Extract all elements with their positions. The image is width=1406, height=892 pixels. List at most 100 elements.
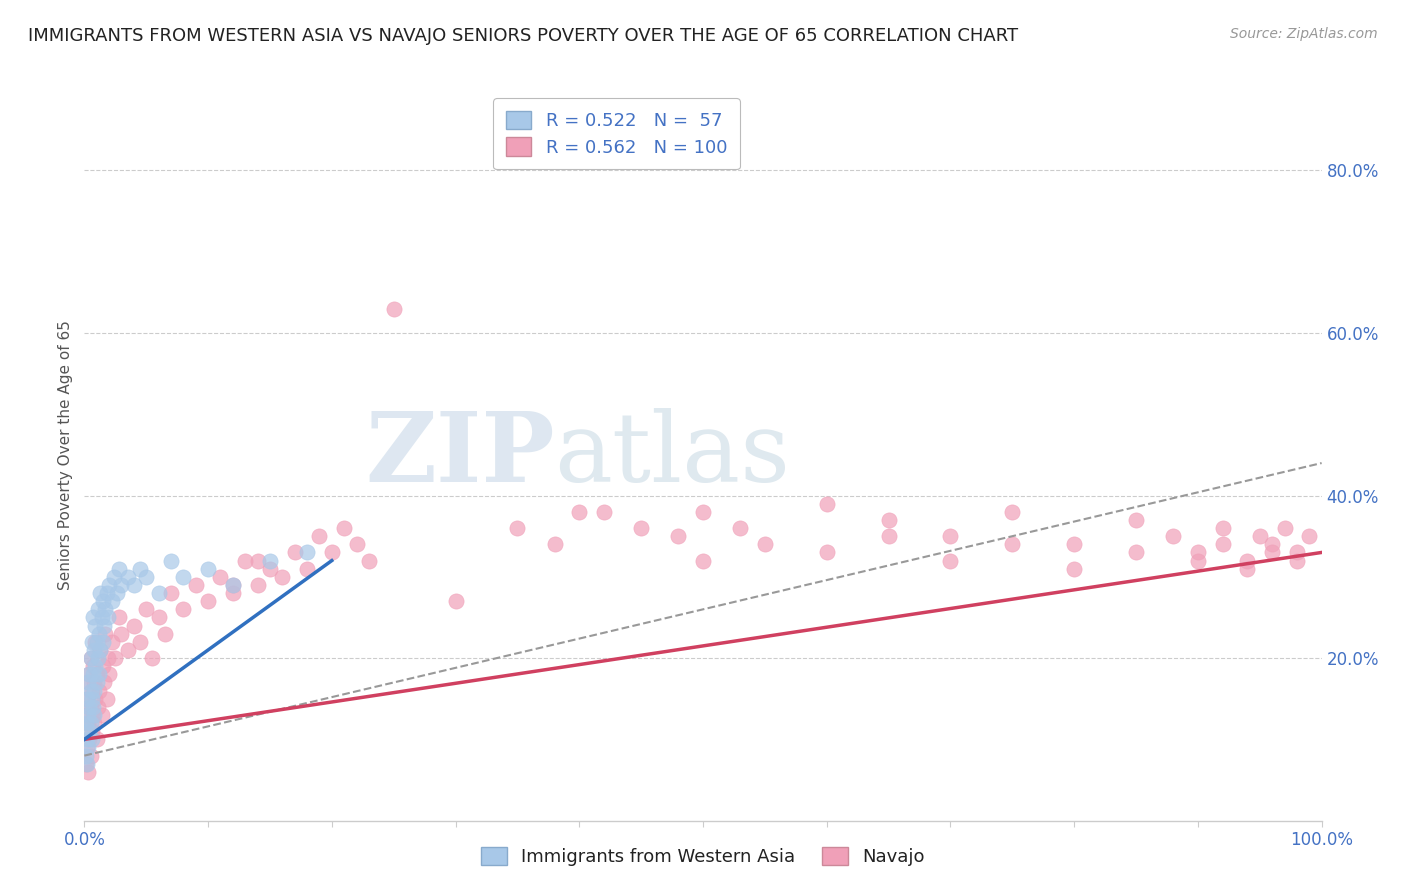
Point [197,562,219,576]
Point [1298,529,1320,543]
Point [76,740,98,755]
Point [153,626,176,640]
Point [91,635,114,649]
Point [543,537,565,551]
Point [77,708,100,723]
Point [82,667,104,681]
Point [98,578,121,592]
Point [84,635,107,649]
Point [86,635,108,649]
Point [86,667,108,681]
Point [209,570,232,584]
Point [233,553,256,567]
Point [80,732,103,747]
Point [259,562,281,576]
Point [90,708,112,723]
Point [82,699,104,714]
Point [222,586,245,600]
Point [1063,537,1085,551]
Point [91,594,114,608]
Point [1261,545,1284,559]
Point [76,691,98,706]
Point [79,699,101,714]
Point [444,594,467,608]
Point [135,602,157,616]
Point [754,537,776,551]
Point [93,675,115,690]
Point [79,724,101,739]
Point [357,553,380,567]
Point [117,570,139,584]
Point [80,724,103,739]
Point [80,691,103,706]
Point [89,626,111,640]
Point [1236,553,1258,567]
Point [160,586,183,600]
Point [98,667,121,681]
Point [100,594,122,608]
Point [79,732,101,747]
Point [295,545,318,559]
Point [1125,545,1147,559]
Point [77,716,100,731]
Point [122,578,145,592]
Point [333,521,356,535]
Point [83,716,105,731]
Point [87,699,110,714]
Text: IMMIGRANTS FROM WESTERN ASIA VS NAVAJO SENIORS POVERTY OVER THE AGE OF 65 CORREL: IMMIGRANTS FROM WESTERN ASIA VS NAVAJO S… [28,27,1018,45]
Point [939,553,962,567]
Point [1063,562,1085,576]
Point [80,635,103,649]
Point [96,586,118,600]
Point [76,756,98,771]
Point [76,732,98,747]
Point [141,651,163,665]
Point [79,748,101,763]
Point [1212,521,1234,535]
Point [75,716,97,731]
Point [877,529,900,543]
Point [728,521,751,535]
Point [86,675,108,690]
Point [246,578,269,592]
Point [506,521,529,535]
Point [82,659,104,673]
Point [83,683,105,698]
Point [129,635,152,649]
Point [97,610,120,624]
Point [117,643,139,657]
Point [222,578,245,592]
Point [1001,505,1024,519]
Point [96,691,118,706]
Point [1274,521,1296,535]
Point [100,635,122,649]
Point [222,578,245,592]
Point [84,618,107,632]
Legend: R = 0.522   N =  57, R = 0.562   N = 100: R = 0.522 N = 57, R = 0.562 N = 100 [494,98,740,169]
Point [83,643,105,657]
Legend: Immigrants from Western Asia, Navajo: Immigrants from Western Asia, Navajo [468,834,938,879]
Y-axis label: Seniors Poverty Over the Age of 65: Seniors Poverty Over the Age of 65 [58,320,73,590]
Point [122,618,145,632]
Point [82,610,104,624]
Point [1187,545,1209,559]
Point [76,691,98,706]
Point [77,675,100,690]
Point [77,740,100,755]
Point [197,594,219,608]
Point [94,602,117,616]
Point [79,651,101,665]
Point [593,505,616,519]
Text: atlas: atlas [554,408,790,502]
Point [135,570,157,584]
Point [939,529,962,543]
Point [79,667,101,681]
Point [89,586,111,600]
Point [82,708,104,723]
Point [87,602,110,616]
Point [1212,537,1234,551]
Point [666,529,689,543]
Point [108,562,131,576]
Point [105,586,128,600]
Point [79,699,101,714]
